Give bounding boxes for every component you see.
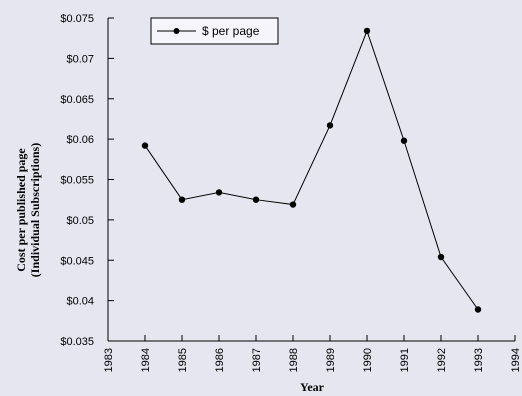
x-axis-ticks: 1983 1984 1985 1986 1987 1988 1989 1990 1991 1992… xyxy=(103,335,522,372)
y-tick-label: $0.07 xyxy=(66,53,94,65)
data-point xyxy=(363,27,371,35)
x-tick-label: 1993 xyxy=(473,348,485,372)
y-tick-label: $0.065 xyxy=(60,94,94,106)
data-point xyxy=(474,306,482,313)
data-point xyxy=(326,122,334,129)
y-tick-label: $0.045 xyxy=(60,255,94,267)
x-tick-label: 1994 xyxy=(510,348,522,372)
y-tick-label: $0.035 xyxy=(60,336,94,348)
y-axis-ticks: $0.035 $0.04 $0.045 $0.05 $0.055 $0.06 $0.065 $… xyxy=(60,13,114,348)
y-axis-title: Cost per published page (Individual Subs… xyxy=(14,143,42,277)
data-point xyxy=(400,137,408,144)
x-tick-label: 1984 xyxy=(140,348,152,372)
series-group xyxy=(141,27,482,313)
x-tick-label: 1983 xyxy=(103,348,115,372)
data-point xyxy=(215,189,223,196)
legend-label: $ per page xyxy=(202,24,260,38)
x-tick-label: 1988 xyxy=(288,348,300,372)
data-point xyxy=(252,196,260,203)
y-axis-title-line2: (Individual Subscriptions) xyxy=(28,143,42,277)
x-tick-label: 1986 xyxy=(214,348,226,372)
y-tick-label: $0.06 xyxy=(66,134,94,146)
y-axis-title-line1: Cost per published page xyxy=(14,148,28,272)
x-tick-label: 1990 xyxy=(362,348,374,372)
y-tick-label: $0.05 xyxy=(66,215,94,227)
x-tick-label: 1989 xyxy=(325,348,337,372)
x-tick-label: 1991 xyxy=(399,348,411,372)
data-point xyxy=(289,201,297,208)
y-tick-label: $0.075 xyxy=(60,13,94,25)
x-tick-label: 1987 xyxy=(251,348,263,372)
legend-marker xyxy=(173,28,180,34)
series-line xyxy=(144,29,479,310)
y-tick-label: $0.04 xyxy=(66,296,94,308)
data-point xyxy=(178,196,186,203)
x-tick-label: 1992 xyxy=(436,348,448,372)
x-tick-label: 1985 xyxy=(177,348,189,372)
data-point xyxy=(141,142,149,149)
x-axis-title: Year xyxy=(300,380,325,394)
data-point xyxy=(437,253,445,261)
legend: $ per page xyxy=(150,17,279,45)
y-tick-label: $0.055 xyxy=(60,175,94,187)
